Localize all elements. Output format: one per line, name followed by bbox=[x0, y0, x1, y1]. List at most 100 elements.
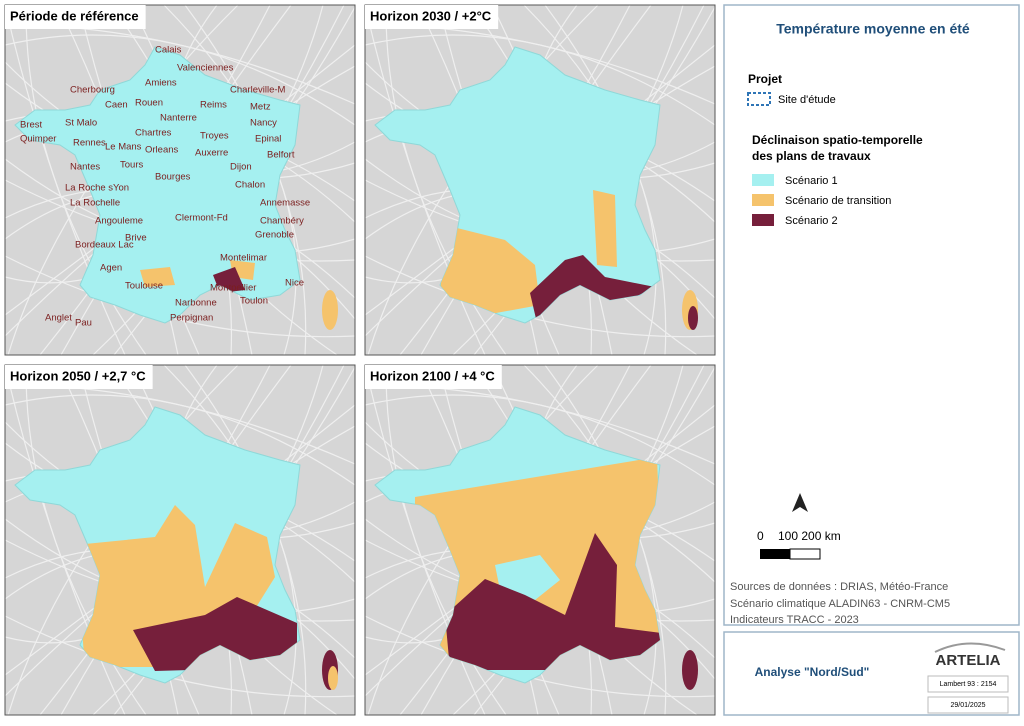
scenario-zone bbox=[133, 597, 297, 671]
road bbox=[5, 255, 355, 338]
corsica bbox=[682, 650, 698, 690]
city-label: Metz bbox=[250, 102, 271, 113]
france bbox=[374, 46, 661, 324]
info-box bbox=[927, 696, 1009, 714]
scenario-zones bbox=[75, 505, 297, 671]
project-heading: Projet bbox=[748, 72, 782, 86]
city-label: Toulouse bbox=[125, 281, 163, 292]
scenario-zone bbox=[530, 255, 655, 323]
scenario-zone bbox=[440, 225, 540, 315]
panel-title: Horizon 2030 / +2°C bbox=[370, 8, 492, 23]
city-label: Tours bbox=[120, 160, 143, 171]
city-label: Montpellier bbox=[210, 283, 256, 294]
scale-bar bbox=[760, 549, 790, 559]
road bbox=[385, 5, 507, 355]
city-label: Charleville-M bbox=[230, 85, 286, 96]
footer: Analyse "Nord/Sud" ARTELIA Lambert 93 : … bbox=[723, 631, 1020, 716]
road bbox=[365, 615, 715, 698]
city-label: Nantes bbox=[70, 162, 100, 173]
city-label: Brest bbox=[20, 120, 43, 131]
scale-label: 100 200 km bbox=[778, 529, 841, 543]
city-label: Montelimar bbox=[220, 253, 267, 264]
scenario-zones bbox=[415, 457, 660, 670]
city-label: Clermont-Fd bbox=[175, 213, 228, 224]
legend-frame bbox=[723, 4, 1020, 626]
city-label: Nanterre bbox=[160, 113, 197, 124]
panel-title-box bbox=[5, 365, 153, 389]
city-label: Rouen bbox=[135, 98, 163, 109]
scenario-zone bbox=[593, 190, 617, 267]
scale-bar bbox=[789, 548, 821, 560]
road bbox=[25, 365, 147, 715]
city-label: Perpignan bbox=[170, 313, 213, 324]
heading-line: Déclinaison spatio-temporelle bbox=[752, 133, 923, 147]
city-label: Calais bbox=[155, 45, 182, 56]
city-label: Grenoble bbox=[255, 230, 294, 241]
source-line: Sources de données : DRIAS, Météo-France bbox=[730, 581, 948, 593]
swatch bbox=[752, 174, 774, 186]
map-panel: Horizon 2030 / +2°C bbox=[364, 4, 716, 356]
legend-title: Température moyenne en été bbox=[776, 21, 970, 37]
city-label: Brive bbox=[125, 233, 147, 244]
road bbox=[544, 5, 667, 355]
logo-arc bbox=[934, 642, 1006, 653]
city-label: Agen bbox=[100, 263, 122, 274]
legend-item: Scénario 2 bbox=[785, 215, 838, 227]
city-label: La Rochelle bbox=[70, 198, 120, 209]
city-label: Le Mans bbox=[105, 142, 142, 153]
city-label: Valenciennes bbox=[177, 63, 234, 74]
city-label: Quimper bbox=[20, 134, 56, 145]
panel-title-box bbox=[5, 5, 146, 29]
road bbox=[544, 365, 667, 715]
city-label: Nice bbox=[285, 278, 304, 289]
city-label: Rennes bbox=[73, 138, 106, 149]
road bbox=[184, 5, 307, 355]
swatch bbox=[752, 214, 774, 226]
city-label: Chambéry bbox=[260, 216, 304, 227]
projection: Lambert 93 : 2154 bbox=[940, 681, 997, 688]
panel-title: Période de référence bbox=[10, 8, 139, 23]
city-label: Troyes bbox=[200, 131, 229, 142]
road bbox=[5, 615, 355, 698]
city-label: La Roche sYon bbox=[65, 183, 129, 194]
panel-title: Horizon 2050 / +2,7 °C bbox=[10, 368, 146, 383]
panel-frame bbox=[4, 364, 356, 716]
road bbox=[365, 255, 715, 338]
city-label: Auxerre bbox=[195, 148, 228, 159]
france bbox=[14, 46, 301, 324]
corsica bbox=[328, 666, 338, 690]
city-label: Chalon bbox=[235, 180, 265, 191]
city-label: Narbonne bbox=[175, 298, 217, 309]
city-label: Bourges bbox=[155, 172, 191, 183]
panel-title: Horizon 2100 / +4 °C bbox=[370, 368, 495, 383]
footer-title: Analyse "Nord/Sud" bbox=[755, 665, 870, 679]
city-label: Toulon bbox=[240, 296, 268, 307]
city-label: Anglet bbox=[45, 313, 72, 324]
corsica bbox=[322, 290, 338, 330]
city-label: St Malo bbox=[65, 118, 97, 129]
city-label: Pau bbox=[75, 318, 92, 329]
panel-frame bbox=[364, 364, 716, 716]
north-arrow bbox=[792, 493, 808, 512]
date: 29/01/2025 bbox=[950, 702, 985, 709]
legend-item: Scénario 1 bbox=[785, 175, 838, 187]
info-box bbox=[927, 675, 1009, 693]
panel-frame bbox=[364, 4, 716, 356]
road bbox=[184, 365, 307, 715]
scale-label: 0 bbox=[757, 529, 764, 543]
legend-item: Scénario de transition bbox=[785, 195, 891, 207]
city-label: Angouleme bbox=[95, 216, 143, 227]
panel-title-box bbox=[365, 365, 502, 389]
site-swatch bbox=[747, 92, 771, 106]
logo: ARTELIA bbox=[936, 652, 1001, 669]
city-label: Nancy bbox=[250, 118, 277, 129]
city-label: Orleans bbox=[145, 145, 179, 156]
city-label: Cherbourg bbox=[70, 85, 115, 96]
scenario-zone bbox=[140, 267, 175, 287]
panel-title-box bbox=[365, 5, 499, 29]
panel-frame bbox=[4, 4, 356, 356]
road bbox=[385, 365, 507, 715]
city-label: Epinal bbox=[255, 134, 281, 145]
city-label: Annemasse bbox=[260, 198, 310, 209]
